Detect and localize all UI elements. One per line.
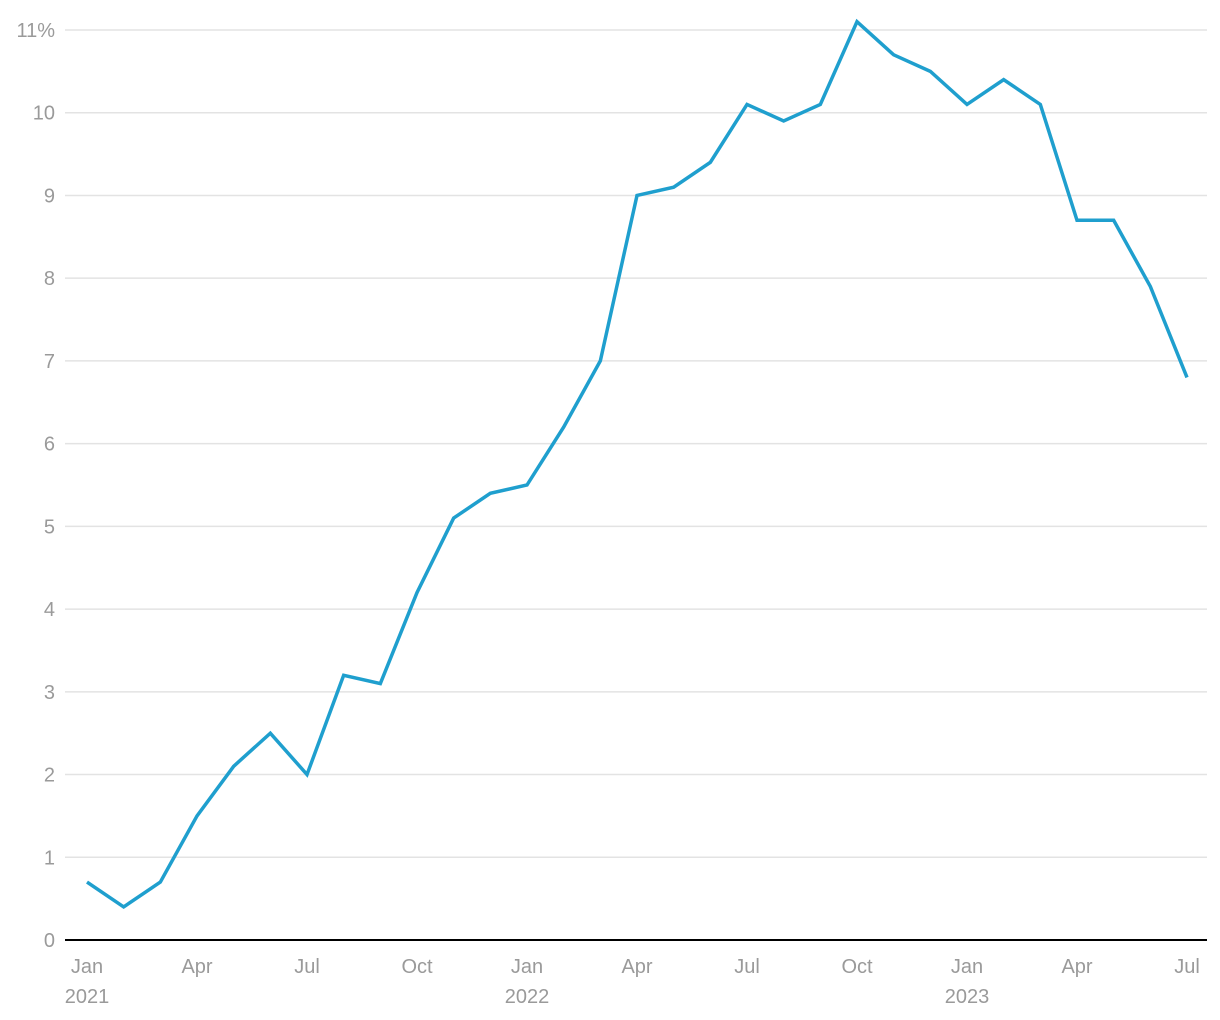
y-tick-label: 7: [44, 351, 55, 373]
x-tick-label: Apr: [1061, 956, 1092, 978]
x-tick-label: Apr: [181, 956, 212, 978]
x-tick-label: Oct: [841, 956, 873, 978]
y-tick-label: 10: [33, 103, 55, 125]
y-tick-label: 5: [44, 516, 55, 538]
x-tick-label: Jul: [294, 956, 320, 978]
x-tick-label: Jan 2022: [505, 956, 550, 1008]
y-tick-label: 3: [44, 682, 55, 704]
y-tick-label: 1: [44, 847, 55, 869]
y-tick-label: 0: [44, 930, 55, 952]
x-tick-label: Oct: [401, 956, 433, 978]
x-tick-label: Jan 2021: [65, 956, 110, 1008]
y-tick-label: 9: [44, 185, 55, 207]
y-tick-label: 4: [44, 599, 55, 621]
y-tick-label: 8: [44, 268, 55, 290]
x-tick-label: Jan 2023: [945, 956, 990, 1008]
y-tick-label: 2: [44, 765, 55, 787]
y-tick-label: 6: [44, 434, 55, 456]
data-line: [86, 18, 1189, 910]
x-tick-label: Jul: [734, 956, 760, 978]
x-tick-label: Apr: [621, 956, 652, 978]
x-tick-label: Jul: [1174, 956, 1200, 978]
y-tick-label: 11%: [16, 20, 55, 42]
